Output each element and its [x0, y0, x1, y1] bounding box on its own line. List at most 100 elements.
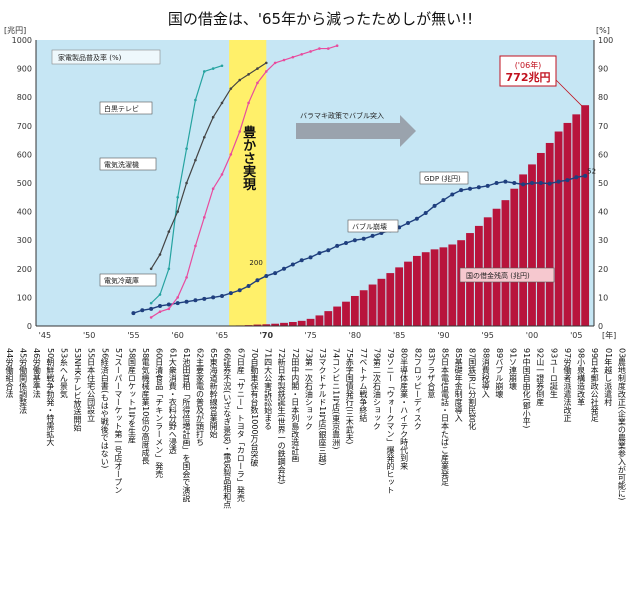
data-point — [485, 183, 490, 188]
timeline-event: 88消費税導入 — [481, 348, 491, 399]
timeline-event: 85基礎年金制度導入 — [454, 348, 464, 423]
timeline-event: 62主要家電の普及が頭打ち — [195, 348, 205, 447]
bubble-arrow — [296, 115, 416, 147]
data-point — [194, 158, 197, 162]
data-point — [158, 253, 162, 256]
data-point — [193, 298, 198, 303]
left-tick-label: 600 — [17, 150, 32, 159]
timeline-event: 73第一次石油ショック — [304, 348, 314, 431]
data-point — [256, 67, 259, 70]
left-axis-label: [兆円] — [4, 25, 26, 35]
data-point — [530, 181, 534, 185]
debt-bar — [581, 105, 590, 326]
data-point — [370, 233, 375, 238]
data-point — [140, 308, 145, 313]
timeline-event: 72新日本製鉄誕生(世界一の鉄鋼会社) — [277, 348, 287, 485]
timeline-event: 74コンビニ1号店(東京豊洲) — [331, 348, 341, 450]
debt-bar — [492, 208, 501, 326]
data-point — [335, 243, 340, 248]
data-point — [326, 248, 331, 253]
left-tick-label: 100 — [17, 293, 32, 302]
data-point — [344, 241, 348, 246]
right-tick-label: 0 — [598, 322, 603, 331]
data-point — [229, 153, 233, 156]
x-tick-label: '00 — [526, 331, 538, 340]
timeline-event: 61池田首相「所得倍増計画」を国会で演説 — [181, 348, 191, 503]
debt-bar — [528, 164, 536, 326]
data-point — [211, 187, 215, 191]
data-point — [406, 221, 410, 226]
data-point — [441, 198, 446, 203]
data-point — [211, 115, 215, 119]
data-point — [211, 295, 216, 300]
timeline-event: 01年越し派遣村 — [603, 348, 613, 407]
timeline-event: 57スーパーマーケット第一号店オープン — [113, 348, 123, 495]
timeline-event: 93ユーロ誕生 — [549, 348, 559, 399]
data-point — [166, 302, 171, 307]
band-line-value: 200 — [249, 259, 262, 267]
debt-legend-label: 国の借金残高 (兆円) — [466, 271, 530, 280]
debt-bar — [306, 318, 315, 326]
debt-bar — [368, 284, 377, 326]
data-point — [476, 185, 481, 190]
data-point — [176, 210, 180, 213]
timeline-event: 44労働組合法 — [5, 348, 14, 399]
data-point — [538, 181, 543, 185]
data-point — [300, 53, 304, 56]
timeline-event: 50朝鮮戦争勃発・特需拡大 — [45, 348, 55, 447]
data-point — [176, 196, 180, 199]
x-tick-label: '95 — [482, 331, 494, 340]
data-point — [503, 179, 508, 184]
data-point — [414, 216, 419, 221]
debt-bar — [386, 273, 395, 326]
data-point — [149, 301, 153, 305]
data-point — [361, 236, 366, 241]
data-point — [423, 211, 428, 216]
timeline-event: 58電気機械産業10倍の高度成長 — [141, 348, 151, 465]
band-label: 豊かさ実現 — [240, 125, 256, 192]
debt-bar — [563, 122, 572, 326]
right-tick-label: 90 — [598, 65, 608, 74]
debt-bar — [324, 311, 333, 326]
data-point — [237, 288, 242, 293]
data-point — [202, 135, 206, 139]
timeline-event: 71四大公害訴訟始まる — [263, 348, 273, 431]
debt-bar — [510, 188, 519, 326]
debt-bar — [377, 278, 386, 326]
x-tick-label: '45 — [39, 331, 51, 340]
x-tick-label: '85 — [393, 331, 405, 340]
data-point — [175, 301, 180, 306]
right-tick-label: 80 — [598, 93, 608, 102]
debt-value-box — [499, 55, 557, 87]
timeline-event: 97労働者派遣法改正 — [562, 348, 572, 423]
timeline-event: 70自動車保有台数1000万台突破 — [249, 348, 259, 467]
data-point — [220, 173, 224, 176]
data-point — [494, 181, 499, 185]
timeline-event: 67日産「サニー」トヨタ「カローラ」発売 — [236, 348, 246, 503]
x-tick-label: '50 — [83, 331, 95, 340]
debt-bar — [280, 322, 288, 326]
x-tick-label: '90 — [437, 331, 449, 340]
data-point — [184, 299, 189, 304]
data-point — [432, 203, 437, 208]
data-point — [176, 296, 180, 299]
data-point — [167, 230, 171, 233]
data-point — [574, 175, 579, 180]
timeline-event: 45労働関係調整法 — [18, 348, 28, 415]
data-point — [194, 244, 197, 248]
appliance-legend-box — [51, 49, 161, 65]
prosperity-band: 豊かさ実現 — [229, 40, 267, 326]
debt-bar — [359, 290, 368, 326]
right-tick-label: 60 — [598, 150, 608, 159]
left-tick-label: 700 — [17, 122, 32, 131]
timeline-event: 80半導体産業・ハイテク時代到来 — [399, 348, 409, 471]
data-point — [290, 262, 295, 267]
x-axis-label: [年] — [602, 330, 616, 340]
data-point — [202, 296, 207, 301]
data-point — [335, 44, 339, 48]
data-point — [247, 73, 250, 76]
right-tick-label: 10 — [598, 293, 608, 302]
left-tick-label: 400 — [17, 208, 32, 217]
event-timeline: 44労働組合法 45労働関係調整法 46労働基準法 50朝鮮戦争勃発・特需拡大 53糸へ… — [0, 348, 641, 610]
